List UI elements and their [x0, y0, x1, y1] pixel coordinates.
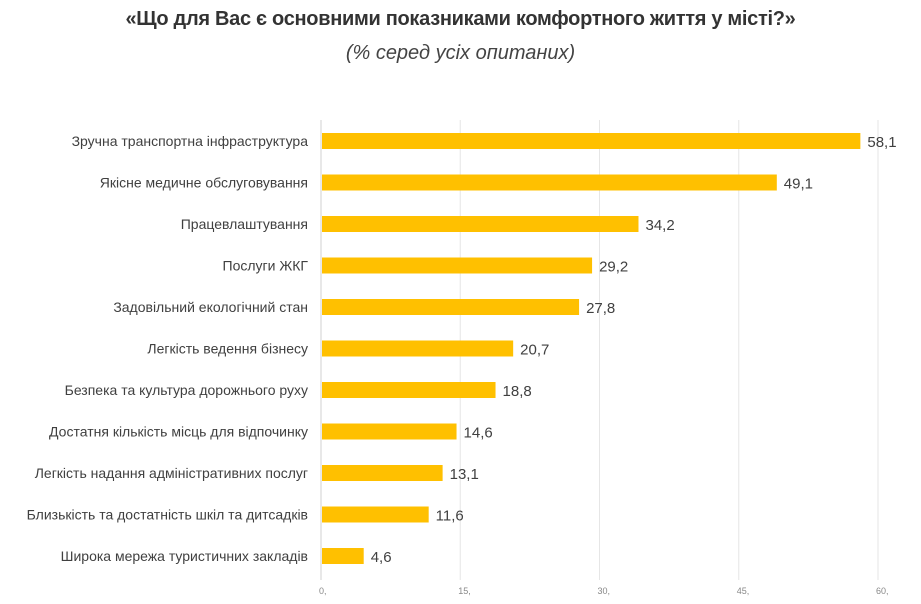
bar: [322, 257, 593, 274]
data-label: 4,6: [371, 549, 392, 566]
x-tick-label: 45,: [737, 586, 750, 596]
x-tick-label: 0,: [319, 586, 327, 596]
chart-subtitle: (% серед усіх опитаних): [345, 42, 576, 64]
data-label: 20,7: [520, 342, 549, 359]
bar: [322, 548, 364, 564]
bar: [322, 216, 639, 232]
category-label: Близькість та достатність шкіл та дитсад…: [27, 507, 308, 523]
bar: [322, 465, 443, 481]
data-label: 13,1: [450, 466, 479, 483]
bar: [322, 133, 861, 149]
data-label: 58,1: [867, 134, 896, 151]
category-label: Достатня кількість місць для відпочинку: [49, 424, 308, 440]
bar: [322, 382, 496, 398]
category-label: Задовільний екологічний стан: [113, 299, 308, 315]
category-label: Працевлаштування: [181, 216, 308, 232]
category-label: Зручна транспортна інфраструктура: [72, 133, 309, 149]
bar: [322, 423, 457, 440]
category-label: Якісне медичне обслуговування: [100, 175, 308, 191]
category-label: Послуги ЖКГ: [223, 258, 309, 274]
bar: [322, 506, 429, 523]
data-label: 29,2: [599, 259, 628, 276]
x-tick-label: 15,: [458, 586, 471, 596]
category-label: Легкість надання адміністративних послуг: [35, 465, 308, 481]
x-tick-label: 30,: [598, 586, 611, 596]
data-label: 27,8: [586, 300, 615, 317]
data-label: 34,2: [645, 217, 674, 234]
bar: [322, 174, 777, 191]
data-label: 18,8: [503, 383, 532, 400]
category-label: Широка мережа туристичних закладів: [61, 548, 308, 564]
category-label: Безпека та культура дорожнього руху: [65, 382, 308, 398]
data-label: 11,6: [436, 508, 464, 525]
x-tick-label: 60,: [876, 586, 889, 596]
category-label: Легкість ведення бізнесу: [147, 341, 308, 357]
data-label: 49,1: [784, 176, 813, 193]
bar: [322, 299, 580, 315]
chart-title: «Що для Вас є основними показниками комф…: [125, 8, 796, 30]
bar: [322, 340, 514, 357]
data-label: 14,6: [464, 425, 493, 442]
